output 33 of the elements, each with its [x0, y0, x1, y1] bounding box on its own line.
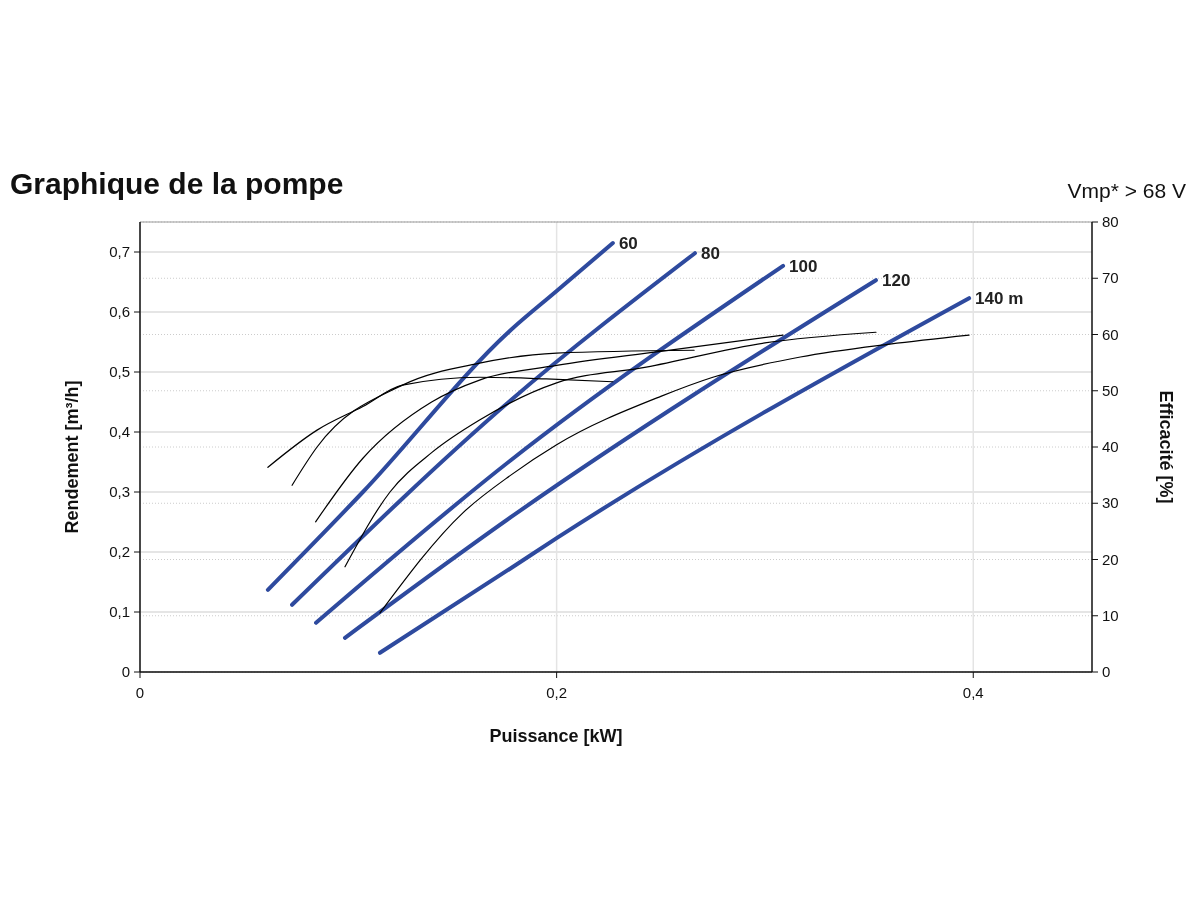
line-series: [265, 241, 615, 592]
y-tick-label: 0,4: [109, 423, 130, 440]
y2-tick-label: 10: [1102, 606, 1119, 624]
series-label: 80: [700, 244, 720, 264]
series-label: 60: [618, 234, 638, 253]
y2-tick-label: 50: [1102, 381, 1119, 399]
y2-tick-label: 80: [1102, 213, 1119, 230]
chart-subtitle: Vmp* > 68 V: [1067, 179, 1186, 202]
y-tick-label: 0,7: [109, 243, 130, 260]
x-tick-label: 0,4: [962, 684, 984, 701]
y2-tick-label: 40: [1102, 438, 1119, 455]
x-axis-title: Puissance [kW]: [489, 726, 623, 746]
y-axis-title: Rendement [m³/h]: [62, 380, 82, 534]
y-tick-label: 0,5: [109, 363, 130, 380]
series-label: 100: [789, 256, 818, 276]
x-tick-label: 0: [135, 684, 145, 701]
y-tick-label: 0,2: [109, 543, 130, 560]
y-tick-label: 0,6: [109, 303, 130, 320]
y2-tick-label: 30: [1102, 494, 1119, 512]
y-tick-label: 0,1: [109, 603, 130, 620]
x-tick-label: 0,2: [546, 684, 568, 701]
y2-tick-label: 0: [1102, 663, 1111, 680]
y-tick-label: 0: [121, 663, 130, 680]
line-series: [379, 334, 970, 614]
series-label: 140 m: [975, 289, 1024, 309]
y2-axis-title: Efficacité [%]: [1156, 390, 1176, 504]
y2-tick-label: 20: [1102, 550, 1119, 568]
y-tick-label: 0,3: [109, 483, 130, 500]
line-series: [377, 296, 972, 655]
y2-tick-label: 70: [1102, 269, 1119, 287]
chart-title: Graphique de la pompe: [10, 167, 344, 200]
series-label: 120: [881, 271, 911, 291]
y2-tick-label: 60: [1102, 325, 1119, 343]
